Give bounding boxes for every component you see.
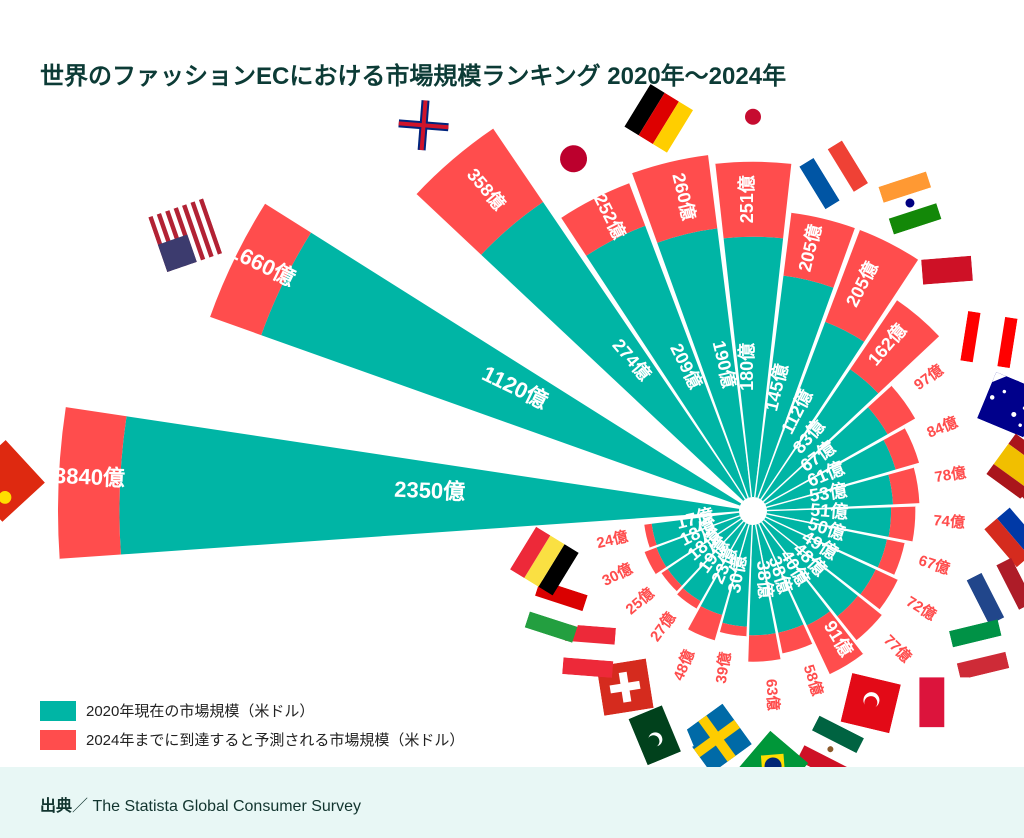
- svg-text:180億: 180億: [736, 343, 757, 391]
- svg-text:27億: 27億: [646, 609, 679, 645]
- svg-text:30億: 30億: [599, 559, 635, 589]
- svg-text:74億: 74億: [933, 511, 966, 531]
- svg-text:78億: 78億: [933, 463, 967, 486]
- svg-text:25億: 25億: [622, 584, 658, 618]
- svg-text:24億: 24億: [595, 527, 630, 552]
- svg-text:48億: 48億: [669, 647, 698, 683]
- svg-text:251億: 251億: [736, 175, 757, 223]
- svg-text:39億: 39億: [712, 651, 735, 685]
- svg-text:2350億: 2350億: [394, 477, 466, 505]
- svg-text:3840億: 3840億: [54, 463, 126, 491]
- svg-text:38億: 38億: [753, 560, 777, 600]
- svg-text:67億: 67億: [916, 551, 952, 578]
- svg-text:58億: 58億: [800, 662, 827, 698]
- svg-text:77億: 77億: [880, 631, 915, 666]
- svg-text:63億: 63億: [762, 678, 782, 711]
- svg-text:97億: 97億: [910, 361, 946, 394]
- svg-text:72億: 72億: [903, 592, 939, 624]
- svg-text:84億: 84億: [924, 413, 960, 442]
